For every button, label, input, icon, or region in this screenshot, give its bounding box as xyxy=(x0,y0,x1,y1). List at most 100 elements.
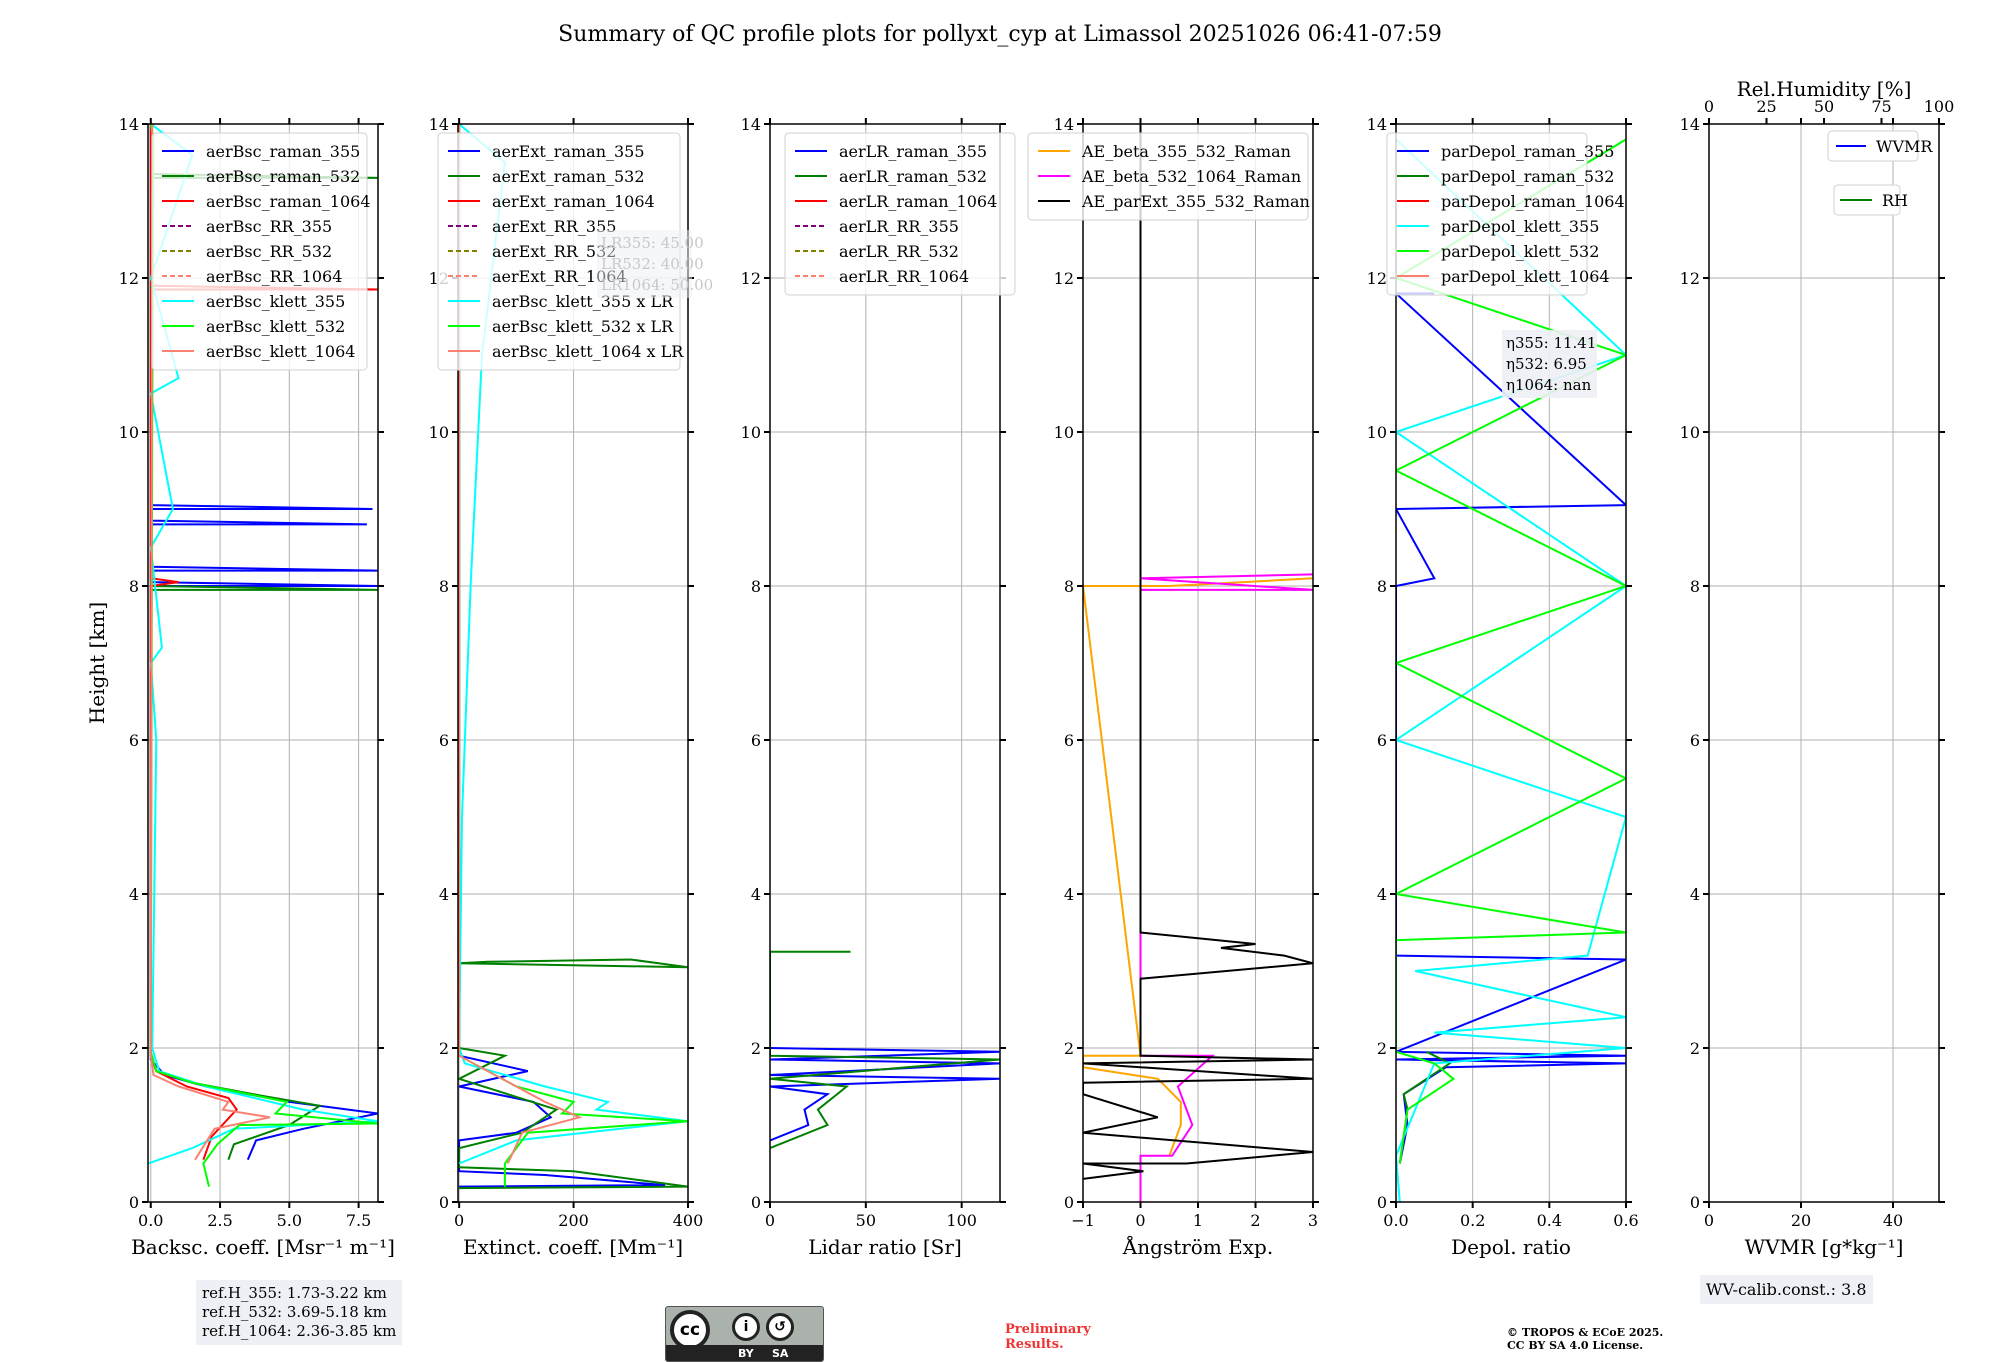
x-tick-label: 0 xyxy=(1135,1211,1145,1230)
legend-label: aerBsc_RR_1064 xyxy=(206,267,342,286)
y-tick-label: 8 xyxy=(1064,577,1074,596)
legend-label: aerLR_RR_1064 xyxy=(839,267,969,286)
ref-height-355: ref.H_355: 1.73-3.22 km xyxy=(202,1284,387,1302)
legend-label: AE_beta_355_532_Raman xyxy=(1081,142,1291,161)
y-tick-label: 0 xyxy=(1690,1193,1700,1212)
y-tick-label: 14 xyxy=(741,115,761,134)
chart-panel-depol: 0.0 0.2 0.4 0.6 0 2 4 6 8 10 12 14 Depol. ratio parDe… xyxy=(1367,115,1639,1259)
y-tick-label: 2 xyxy=(129,1039,139,1058)
series-line-parDepol-klett-355 xyxy=(1396,138,1626,1202)
legend-label: parDepol_klett_532 xyxy=(1441,242,1599,261)
top-x-tick-label: 50 xyxy=(1814,97,1834,116)
legend: aerBsc_raman_355 aerBsc_raman_532 aerBsc_r… xyxy=(151,132,371,371)
legend-label: parDepol_raman_355 xyxy=(1441,142,1614,161)
legend-label: aerBsc_klett_1064 xyxy=(206,342,355,361)
legend-label: RH xyxy=(1882,191,1908,210)
legend-label: aerExt_RR_532 xyxy=(492,242,616,261)
y-tick-label: 4 xyxy=(751,885,761,904)
x-tick-label: 20 xyxy=(1791,1211,1811,1230)
y-tick-label: 10 xyxy=(119,423,139,442)
y-tick-label: 6 xyxy=(439,731,449,750)
ref-height-532: ref.H_532: 3.69-5.18 km xyxy=(202,1303,387,1321)
legend-label: aerBsc_klett_1064 x LR xyxy=(492,342,684,361)
legend-label: aerLR_raman_355 xyxy=(839,142,987,161)
y-tick-label: 8 xyxy=(439,577,449,596)
top-x-tick-label: 75 xyxy=(1871,97,1891,116)
legend-label: aerBsc_klett_355 xyxy=(206,292,345,311)
y-tick-label: 12 xyxy=(119,269,139,288)
legend-label: parDepol_raman_532 xyxy=(1441,167,1614,186)
series-line-aerLR-raman-532 xyxy=(770,950,1000,1150)
x-axis-label: Backsc. coeff. [Msr⁻¹ m⁻¹] xyxy=(131,1235,395,1259)
y-tick-label: 6 xyxy=(129,731,139,750)
y-tick-label: 2 xyxy=(439,1039,449,1058)
legend-label: aerBsc_raman_1064 xyxy=(206,192,371,211)
x-tick-label: 40 xyxy=(1883,1211,1903,1230)
legend: aerLR_raman_355 aerLR_raman_532 aerLR_rama… xyxy=(784,132,1016,296)
wv-calibration-box: WV-calib.const.: 3.8 xyxy=(1700,1275,1873,1304)
x-tick-label: 5.0 xyxy=(277,1211,302,1230)
legend-label: aerExt_raman_1064 xyxy=(492,192,655,211)
top-x-tick-label: 25 xyxy=(1756,97,1776,116)
x-axis-label: Extinct. coeff. [Mm⁻¹] xyxy=(463,1235,683,1259)
series-line-aerBsc-klett-1064 xyxy=(149,124,271,1161)
legend-label: parDepol_klett_1064 xyxy=(1441,267,1610,286)
y-tick-label: 0 xyxy=(1064,1193,1074,1212)
y-tick-label: 12 xyxy=(741,269,761,288)
chart-panel-wv: 0 20 40 0 2 4 6 8 10 12 14 WVMR [g*kg⁻¹] 0 25 50 75 100 R… xyxy=(1680,77,1955,1259)
chart-panel-bsc: 0.0 2.5 5.0 7.5 0 2 4 6 8 10 12 14 Backsc. coeff. [M… xyxy=(85,115,395,1259)
legend-label: aerBsc_klett_532 xyxy=(206,317,345,336)
annotation-box: LR355: 45.00 LR532: 40.00 LR1064: 50.00 xyxy=(597,230,713,298)
x-axis-label: Depol. ratio xyxy=(1451,1235,1571,1259)
series-line-AE-beta-355-532-Raman xyxy=(1083,577,1313,1157)
y-tick-label: 4 xyxy=(1377,885,1387,904)
axes-frame xyxy=(769,123,1001,1203)
y-tick-label: 10 xyxy=(1680,423,1700,442)
x-tick-label: 100 xyxy=(946,1211,977,1230)
legend-box xyxy=(784,132,1016,296)
legend-label: aerBsc_RR_532 xyxy=(206,242,332,261)
x-tick-label: 0.4 xyxy=(1537,1211,1562,1230)
legend-label: aerExt_raman_355 xyxy=(492,142,645,161)
legend-box xyxy=(1386,132,1588,296)
series-line-AE-parExt-355-532-Raman xyxy=(1083,124,1313,1180)
y-tick-label: 12 xyxy=(1367,269,1387,288)
preliminary-line-2: Results. xyxy=(1005,1337,1064,1352)
y-tick-label: 8 xyxy=(751,577,761,596)
preliminary-results-note: Preliminary Results. xyxy=(1005,1322,1091,1352)
legend-label: aerExt_RR_1064 xyxy=(492,267,627,286)
chart-panel-ext: 020040002468101214Extinct. coeff. [Mm⁻¹]… xyxy=(429,115,714,1259)
y-tick-label: 2 xyxy=(751,1039,761,1058)
y-tick-label: 2 xyxy=(1377,1039,1387,1058)
attribution-icon: i xyxy=(732,1313,760,1341)
reference-heights-box: ref.H_355: 1.73-3.22 km ref.H_532: 3.69-… xyxy=(196,1280,403,1345)
x-tick-label: 2.5 xyxy=(207,1211,232,1230)
x-tick-label: 0.0 xyxy=(1383,1211,1408,1230)
x-tick-label: 0.0 xyxy=(138,1211,163,1230)
y-tick-label: 0 xyxy=(129,1193,139,1212)
ref-height-1064: ref.H_1064: 2.36-3.85 km xyxy=(202,1322,397,1340)
legend: parDepol_raman_355 parDepol_raman_532 parD… xyxy=(1386,132,1625,296)
axes-frame xyxy=(147,123,379,1203)
share-alike-icon: ↺ xyxy=(766,1313,794,1341)
x-tick-label: 200 xyxy=(558,1211,589,1230)
preliminary-line-1: Preliminary xyxy=(1005,1322,1091,1337)
legend: WVMR RH xyxy=(1827,130,1933,216)
x-tick-label: 0 xyxy=(1704,1211,1714,1230)
chart-panel-lr: 0 50 100 0 2 4 6 8 10 12 14 Lidar ratio [Sr] aerLR_r… xyxy=(741,115,1016,1259)
y-tick-label: 6 xyxy=(1377,731,1387,750)
y-tick-label: 8 xyxy=(129,577,139,596)
legend-label: aerLR_RR_355 xyxy=(839,217,959,236)
x-tick-label: 7.5 xyxy=(346,1211,371,1230)
y-tick-label: 14 xyxy=(1367,115,1387,134)
copyright-note: © TROPOS & ECoE 2025. CC BY SA 4.0 Licen… xyxy=(1507,1326,1663,1352)
legend-label: aerBsc_klett_532 x LR xyxy=(492,317,674,336)
legend-label: aerLR_RR_532 xyxy=(839,242,959,261)
y-tick-label: 6 xyxy=(1064,731,1074,750)
y-tick-label: 4 xyxy=(439,885,449,904)
sa-label: SA xyxy=(772,1347,789,1360)
top-x-axis-label: Rel.Humidity [%] xyxy=(1737,77,1912,101)
x-tick-label: 0.2 xyxy=(1460,1211,1485,1230)
